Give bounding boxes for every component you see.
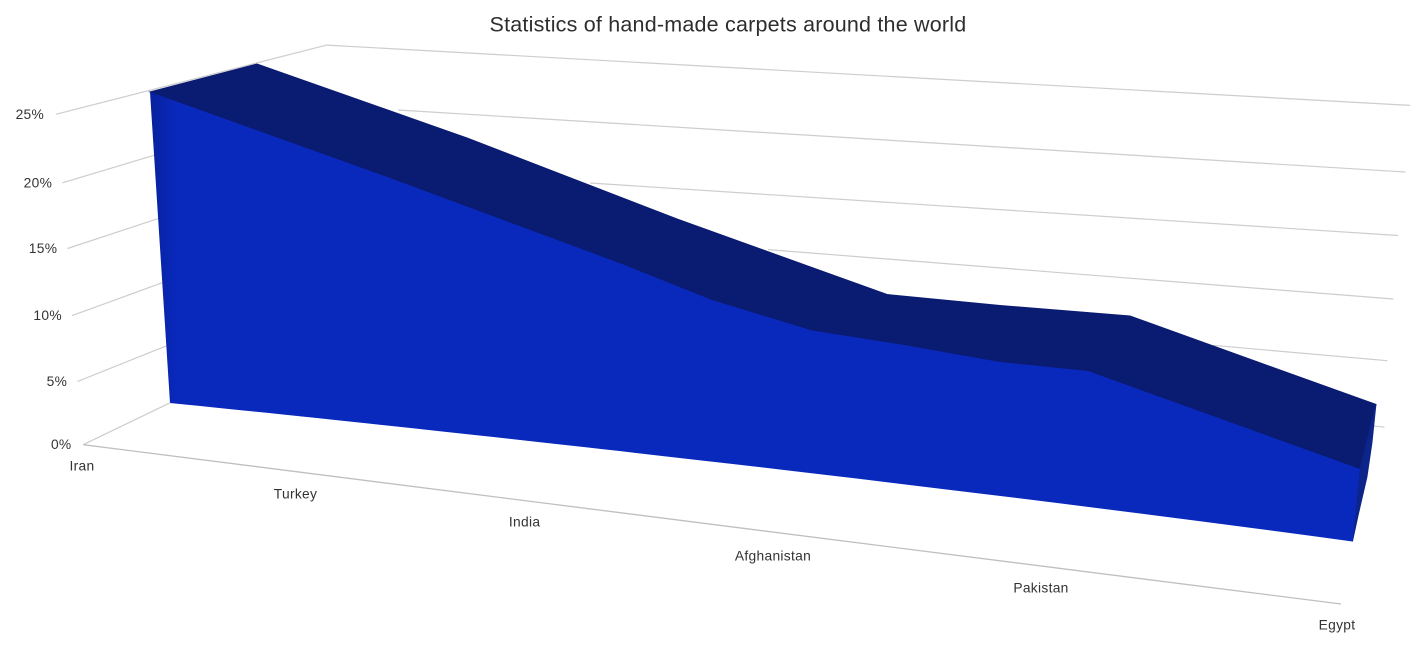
svg-text:Pakistan: Pakistan xyxy=(1013,581,1068,596)
svg-text:Statistics of hand-made carpet: Statistics of hand-made carpets around t… xyxy=(490,13,967,37)
svg-text:Egypt: Egypt xyxy=(1319,618,1356,633)
svg-text:20%: 20% xyxy=(24,175,53,190)
svg-text:0%: 0% xyxy=(51,437,72,452)
svg-text:Afghanistan: Afghanistan xyxy=(735,549,811,564)
svg-text:10%: 10% xyxy=(33,308,62,323)
svg-text:Turkey: Turkey xyxy=(274,487,317,502)
svg-text:15%: 15% xyxy=(29,241,58,256)
svg-text:Iran: Iran xyxy=(70,459,95,474)
svg-text:5%: 5% xyxy=(47,374,68,389)
svg-text:25%: 25% xyxy=(16,107,45,122)
svg-text:India: India xyxy=(509,515,540,530)
